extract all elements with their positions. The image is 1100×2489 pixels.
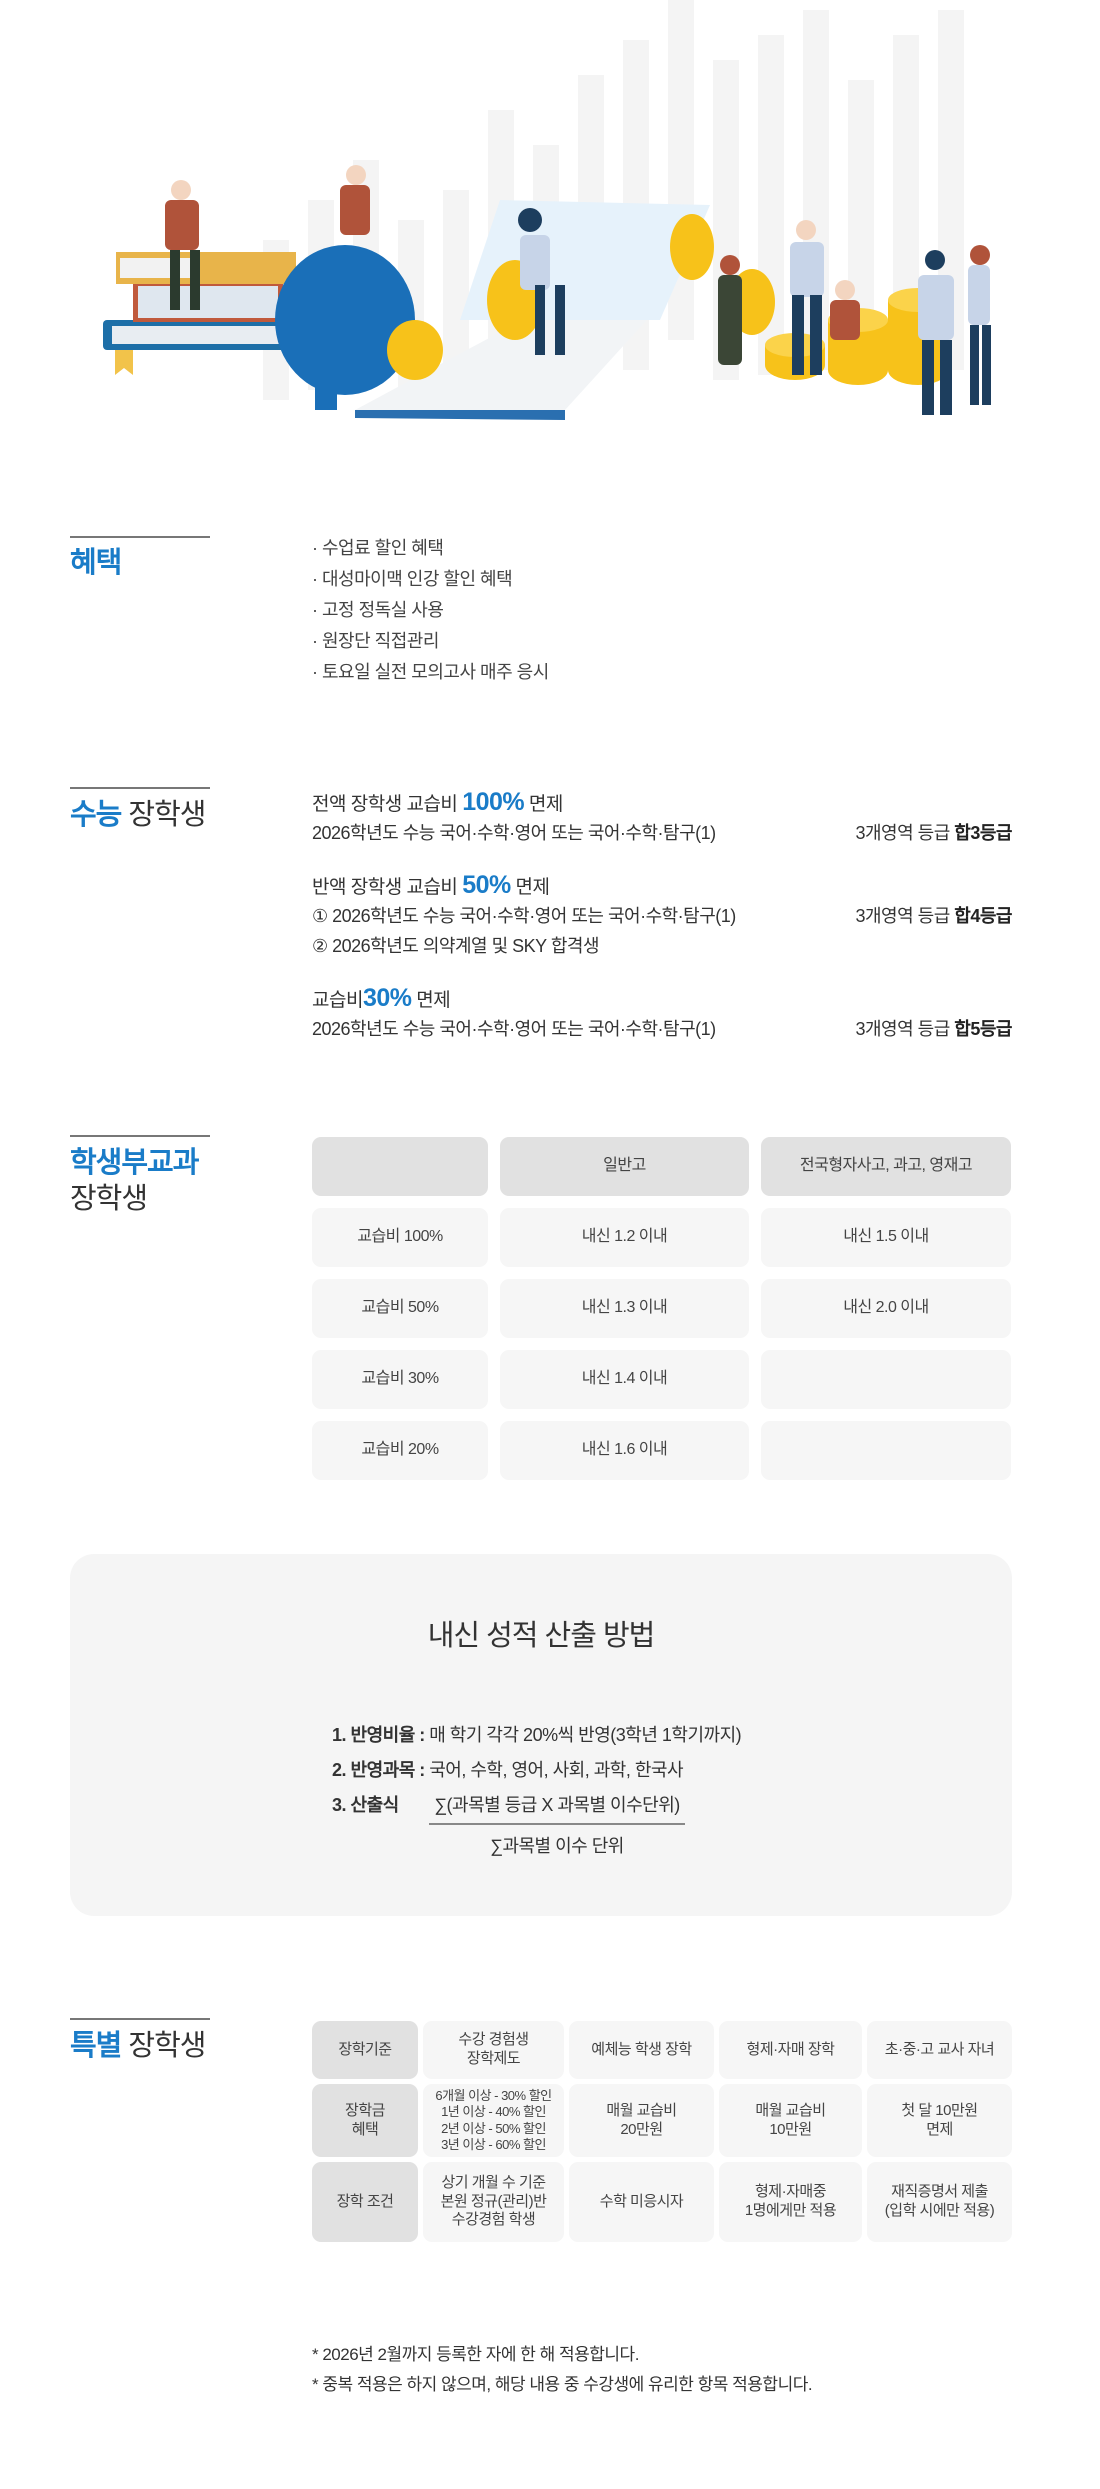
list-item: · 토요일 실전 모의고사 매주 응시 bbox=[312, 662, 549, 682]
table-cell: 내신 2.0 이내 bbox=[761, 1279, 1011, 1338]
fraction-line bbox=[429, 1823, 685, 1825]
table-cell: 교습비 50% bbox=[312, 1279, 488, 1338]
row-header: 장학기준 bbox=[312, 2021, 418, 2079]
table-cell: 상기 개월 수 기준 본원 정규(관리)반 수강경험 학생 bbox=[423, 2162, 564, 2242]
list-item: · 고정 정독실 사용 bbox=[312, 600, 444, 620]
table-header: 일반고 bbox=[500, 1137, 749, 1196]
table-cell: 매월 교습비 20만원 bbox=[569, 2084, 714, 2157]
method-line-1: 1. 반영비율 : 매 학기 각각 20%씩 반영(3학년 1학기까지) bbox=[332, 1725, 742, 1745]
note: * 중복 적용은 하지 않으며, 해당 내용 중 수강생에 유리한 항목 적용합… bbox=[312, 2375, 813, 2394]
row-header: 장학 조건 bbox=[312, 2162, 418, 2242]
table-cell: 교습비 20% bbox=[312, 1421, 488, 1480]
suneung-group-half: 반액 장학생 교습비 50% 면제 ① 2026학년도 수능 국어·수학·영어 … bbox=[312, 871, 1012, 956]
method-line-3-label: 3. 산출식 bbox=[332, 1795, 399, 1815]
table-cell: 내신 1.3 이내 bbox=[500, 1279, 749, 1338]
note: * 2026년 2월까지 등록한 자에 한 해 적용합니다. bbox=[312, 2345, 639, 2364]
method-line-2: 2. 반영과목 : 국어, 수학, 영어, 사회, 과학, 한국사 bbox=[332, 1760, 684, 1780]
table-cell: 내신 1.5 이내 bbox=[761, 1208, 1011, 1267]
list-item: · 원장단 직접관리 bbox=[312, 631, 439, 651]
list-item: · 대성마이맥 인강 할인 혜택 bbox=[312, 569, 513, 589]
special-scholarship-table: 장학기준 수강 경험생 장학제도 예체능 학생 장학 형제·자매 장학 초·중·고 교사… bbox=[312, 2021, 1012, 2242]
table-header bbox=[312, 1137, 488, 1196]
benefits-list: · 수업료 할인 혜택 · 대성마이맥 인강 할인 혜택 · 고정 정독실 사용… bbox=[312, 533, 549, 688]
table-cell: 내신 1.4 이내 bbox=[500, 1350, 749, 1409]
section-divider bbox=[70, 2018, 210, 2020]
section-divider bbox=[70, 787, 210, 789]
table-cell: 교습비 100% bbox=[312, 1208, 488, 1267]
suneung-title: 수능 장학생 bbox=[70, 799, 206, 831]
table-cell: 재직증명서 제출 (입학 시에만 적용) bbox=[867, 2162, 1012, 2242]
table-cell: 6개월 이상 - 30% 할인 1년 이상 - 40% 할인 2년 이상 - 5… bbox=[423, 2084, 564, 2157]
scholarship-illustration bbox=[103, 0, 991, 420]
formula-numerator: ∑(과목별 등급 X 과목별 이수단위) bbox=[434, 1795, 680, 1815]
table-header: 전국형자사고, 과고, 영재고 bbox=[761, 1137, 1011, 1196]
table-cell bbox=[761, 1421, 1011, 1480]
table-cell: 형제·자매중 1명에게만 적용 bbox=[719, 2162, 862, 2242]
notes: * 2026년 2월까지 등록한 자에 한 해 적용합니다. * 중복 적용은 … bbox=[312, 2340, 813, 2400]
school-record-title: 학생부교과 장학생 bbox=[70, 1147, 199, 1215]
table-cell: 예체능 학생 장학 bbox=[569, 2021, 714, 2079]
section-divider bbox=[70, 1135, 210, 1137]
table-cell: 내신 1.2 이내 bbox=[500, 1208, 749, 1267]
special-title: 특별 장학생 bbox=[70, 2030, 206, 2062]
benefits-title: 혜택 bbox=[70, 547, 122, 579]
table-cell: 초·중·고 교사 자녀 bbox=[867, 2021, 1012, 2079]
grade-calculation-box: 내신 성적 산출 방법 1. 반영비율 : 매 학기 각각 20%씩 반영(3학… bbox=[70, 1554, 1012, 1916]
list-item: · 수업료 할인 혜택 bbox=[312, 538, 444, 558]
table-cell: 수학 미응시자 bbox=[569, 2162, 714, 2242]
table-cell: 교습비 30% bbox=[312, 1350, 488, 1409]
table-cell bbox=[761, 1350, 1011, 1409]
box-title: 내신 성적 산출 방법 bbox=[427, 1620, 656, 1652]
table-cell: 매월 교습비 10만원 bbox=[719, 2084, 862, 2157]
table-cell: 첫 달 10만원 면제 bbox=[867, 2084, 1012, 2157]
suneung-group-full: 전액 장학생 교습비 100% 면제 2026학년도 수능 국어·수학·영어 또… bbox=[312, 788, 1012, 843]
section-divider bbox=[70, 536, 210, 538]
table-cell: 수강 경험생 장학제도 bbox=[423, 2021, 564, 2079]
row-header: 장학금 혜택 bbox=[312, 2084, 418, 2157]
school-record-table: 일반고 전국형자사고, 과고, 영재고 교습비 100% 내신 1.2 이내 내… bbox=[312, 1137, 1012, 1480]
formula-denominator: ∑과목별 이수 단위 bbox=[490, 1836, 624, 1856]
suneung-group-30: 교습비30% 면제 2026학년도 수능 국어·수학·영어 또는 국어·수학·탐… bbox=[312, 984, 1012, 1039]
table-cell: 형제·자매 장학 bbox=[719, 2021, 862, 2079]
table-cell: 내신 1.6 이내 bbox=[500, 1421, 749, 1480]
